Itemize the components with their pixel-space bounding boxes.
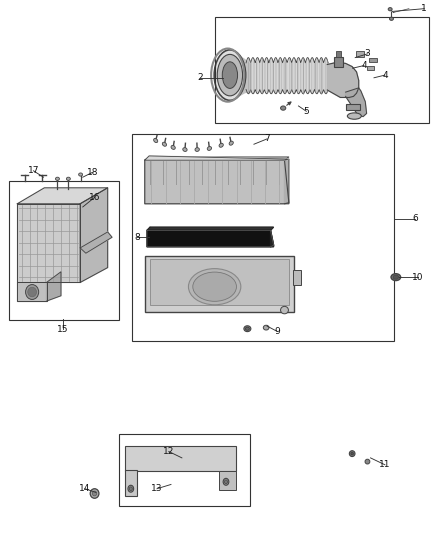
- Ellipse shape: [79, 173, 82, 176]
- Ellipse shape: [229, 141, 233, 145]
- Ellipse shape: [219, 143, 223, 147]
- Bar: [125, 470, 138, 496]
- Text: 8: 8: [134, 233, 140, 242]
- Polygon shape: [17, 204, 80, 282]
- Bar: [132, 134, 394, 341]
- Ellipse shape: [90, 489, 99, 498]
- Ellipse shape: [217, 54, 243, 96]
- Ellipse shape: [393, 275, 399, 279]
- Ellipse shape: [263, 325, 269, 330]
- Text: 5: 5: [304, 107, 309, 116]
- Ellipse shape: [162, 142, 166, 146]
- Bar: [367, 66, 374, 70]
- Bar: [150, 259, 289, 305]
- Bar: [293, 270, 301, 285]
- Ellipse shape: [224, 480, 227, 483]
- Text: 3: 3: [364, 50, 370, 58]
- Ellipse shape: [195, 148, 199, 151]
- Text: 18: 18: [87, 168, 98, 177]
- Polygon shape: [46, 272, 61, 301]
- Ellipse shape: [193, 272, 237, 301]
- Bar: [145, 256, 294, 312]
- Ellipse shape: [129, 487, 132, 490]
- Ellipse shape: [183, 148, 187, 151]
- Ellipse shape: [28, 287, 36, 297]
- Polygon shape: [145, 156, 289, 160]
- Ellipse shape: [25, 285, 39, 300]
- Text: 9: 9: [274, 327, 280, 336]
- Polygon shape: [80, 232, 112, 253]
- Bar: [334, 57, 343, 67]
- Ellipse shape: [388, 7, 392, 11]
- Ellipse shape: [214, 50, 246, 100]
- Ellipse shape: [222, 62, 237, 88]
- Ellipse shape: [347, 113, 361, 119]
- Bar: [336, 51, 341, 57]
- Bar: [219, 471, 236, 490]
- Polygon shape: [17, 188, 108, 204]
- Text: 12: 12: [163, 447, 174, 456]
- Bar: [119, 434, 250, 506]
- Ellipse shape: [207, 147, 212, 150]
- Text: 10: 10: [412, 273, 424, 281]
- Bar: [215, 17, 428, 123]
- Text: 7: 7: [264, 134, 270, 143]
- Polygon shape: [145, 157, 289, 160]
- Ellipse shape: [281, 106, 286, 110]
- Text: 1: 1: [421, 4, 427, 13]
- Ellipse shape: [245, 327, 249, 330]
- Polygon shape: [285, 159, 289, 204]
- Text: 6: 6: [413, 214, 418, 223]
- Text: 17: 17: [28, 166, 39, 175]
- Ellipse shape: [244, 326, 251, 332]
- Ellipse shape: [281, 306, 288, 314]
- Polygon shape: [80, 188, 108, 282]
- Ellipse shape: [389, 17, 393, 20]
- Bar: [356, 51, 364, 56]
- Text: 13: 13: [151, 484, 163, 493]
- Text: 4: 4: [382, 70, 388, 79]
- Ellipse shape: [351, 453, 353, 455]
- Ellipse shape: [56, 177, 60, 180]
- Polygon shape: [271, 230, 274, 247]
- Polygon shape: [147, 230, 274, 247]
- Bar: [10, 181, 119, 320]
- Polygon shape: [147, 227, 274, 230]
- Ellipse shape: [128, 485, 134, 492]
- Bar: [125, 446, 237, 471]
- Ellipse shape: [188, 269, 241, 305]
- Text: 15: 15: [57, 325, 69, 334]
- Text: 4: 4: [361, 61, 367, 70]
- Polygon shape: [145, 160, 289, 204]
- Ellipse shape: [223, 478, 229, 485]
- Ellipse shape: [365, 459, 370, 464]
- Ellipse shape: [171, 146, 175, 149]
- Text: 11: 11: [379, 461, 391, 469]
- Ellipse shape: [350, 451, 355, 457]
- Bar: [145, 159, 285, 185]
- Polygon shape: [346, 88, 367, 117]
- Bar: [346, 104, 360, 110]
- Ellipse shape: [67, 177, 71, 180]
- Polygon shape: [327, 62, 359, 98]
- Bar: [369, 58, 377, 62]
- Ellipse shape: [92, 491, 97, 496]
- Text: 16: 16: [89, 193, 100, 202]
- Ellipse shape: [391, 273, 401, 280]
- Ellipse shape: [154, 139, 158, 143]
- Polygon shape: [17, 282, 46, 301]
- Text: 14: 14: [79, 484, 91, 493]
- Text: 2: 2: [197, 73, 203, 82]
